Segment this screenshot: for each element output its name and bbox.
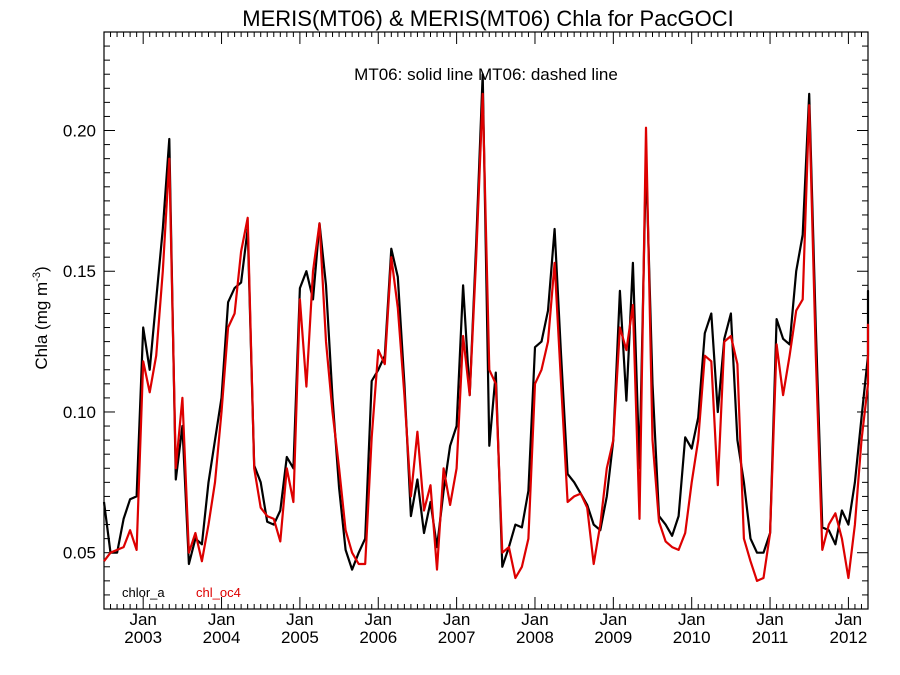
x-tick-year-label: 2009	[594, 628, 632, 647]
x-tick-month-label: Jan	[521, 610, 548, 629]
x-tick-month-label: Jan	[365, 610, 392, 629]
y-axis-label: Chla (mg m-3)	[31, 266, 51, 369]
x-tick-year-label: 2004	[203, 628, 241, 647]
x-tick-year-label: 2010	[673, 628, 711, 647]
x-tick-year-label: 2008	[516, 628, 554, 647]
x-tick-month-label: Jan	[443, 610, 470, 629]
y-axis-label-close: )	[32, 266, 51, 272]
chart-title: MERIS(MT06) & MERIS(MT06) Chla for PacGO…	[242, 6, 733, 31]
line-style-annotation: MT06: solid line MT06: dashed line	[354, 65, 618, 84]
y-tick-label: 0.20	[63, 122, 96, 141]
y-axis-ticks: 0.05 0.10 0.15 0.20	[63, 45, 868, 596]
x-tick-year-label: 2006	[359, 628, 397, 647]
x-tick-month-label: Jan	[835, 610, 862, 629]
x-tick-year-label: 2007	[438, 628, 476, 647]
x-tick-month-label: Jan	[756, 610, 783, 629]
x-tick-month-label: Jan	[208, 610, 235, 629]
legend-chlor-a: chlor_a	[122, 585, 165, 600]
y-axis-label-text: Chla (mg m	[32, 282, 51, 370]
x-tick-year-label: 2003	[124, 628, 162, 647]
x-tick-month-label: Jan	[678, 610, 705, 629]
x-tick-year-label: 2011	[752, 628, 789, 647]
x-tick-month-label: Jan	[286, 610, 313, 629]
legend-chl-oc4: chl_oc4	[196, 585, 241, 600]
x-tick-year-label: 2012	[829, 628, 867, 647]
y-tick-label: 0.10	[63, 403, 96, 422]
x-tick-month-label: Jan	[600, 610, 627, 629]
y-axis-label-superscript: -3	[31, 272, 43, 282]
x-tick-month-label: Jan	[129, 610, 156, 629]
x-axis-ticks: Jan2003Jan2004Jan2005Jan2006Jan2007Jan20…	[103, 32, 869, 647]
x-tick-year-label: 2005	[281, 628, 319, 647]
y-tick-label: 0.05	[63, 544, 96, 563]
series-layer	[102, 73, 870, 583]
series-line-chlor-a	[102, 73, 870, 571]
y-tick-label: 0.15	[63, 262, 96, 281]
series-line-chl-oc4	[103, 92, 870, 583]
